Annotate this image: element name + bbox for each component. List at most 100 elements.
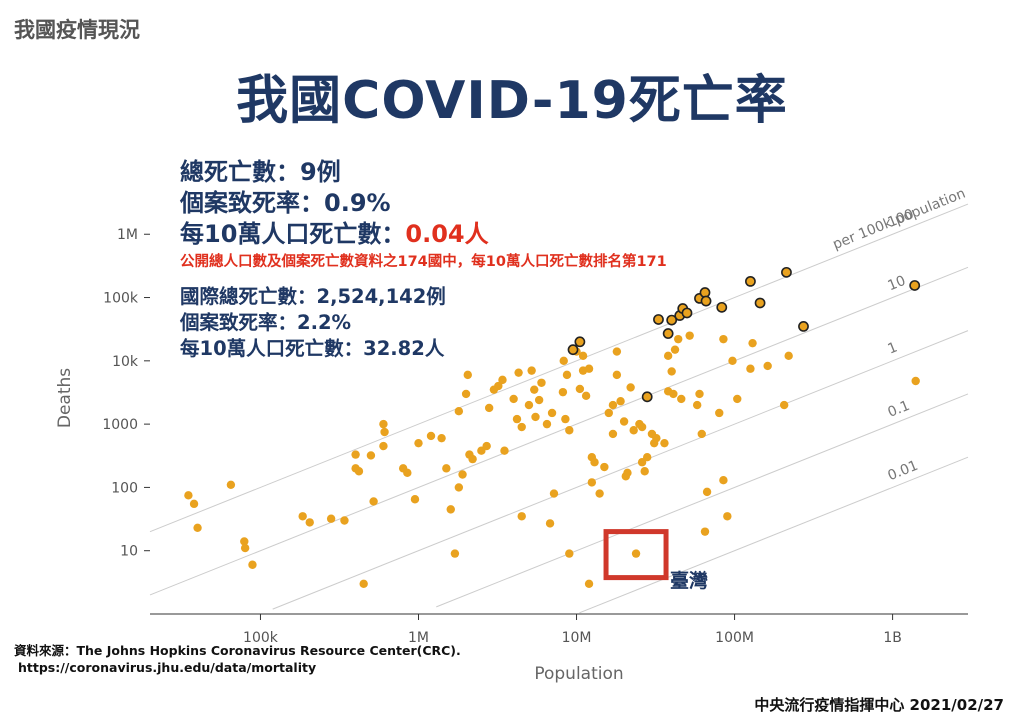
section-label: 我國疫情現況 [14,18,140,42]
country-point [549,489,559,498]
reference-line-label: 0.01 [886,458,921,484]
country-point [697,429,706,439]
page-title: 我國COVID-19死亡率 [236,71,788,131]
x-tick-label: 10M [562,630,592,646]
x-tick-label: 100M [715,630,754,646]
country-point-highlighted [681,307,693,319]
footer-credit: 中央流行疫情指揮中心 2021/02/27 [754,696,1004,714]
country-point [565,426,574,435]
country-point-highlighted [641,391,653,403]
country-point-highlighted [653,314,664,325]
country-point [587,478,597,487]
intl-cfr: 個案致死率：2.2% [180,311,352,334]
country-point [369,497,378,506]
country-point [494,381,503,391]
country-point [442,464,451,473]
country-point [458,470,467,479]
country-point [437,433,446,443]
country-point [366,451,376,460]
country-point [426,431,436,441]
country-point-highlighted [574,336,586,348]
x-tick-label: 100k [243,630,279,646]
country-point [531,412,540,422]
country-point [326,514,336,523]
country-point-highlighted [745,275,756,287]
country-point [685,331,694,340]
country-point [623,468,632,478]
country-point [612,370,622,380]
country-point-highlighted [666,314,678,326]
reference-line [149,266,969,596]
taiwan-total-deaths: 總死亡數：9例 [180,158,341,186]
country-point [340,516,349,525]
country-point [527,366,536,375]
country-point [578,351,588,361]
country-point [454,483,464,492]
data-points [184,266,921,589]
reference-line-sublabel: per 100k population [831,186,968,253]
country-point [517,422,526,432]
taiwan-point [631,549,641,558]
country-point [700,527,710,536]
country-point [584,579,594,589]
y-tick-label: 10k [112,354,139,370]
country-point [733,394,742,404]
country-point [652,433,661,443]
country-point [608,429,618,439]
country-point [763,361,772,371]
country-point [379,441,388,451]
country-point [728,356,737,366]
country-point [517,512,526,521]
country-point [240,537,249,546]
x-tick-label: 1B [883,630,902,646]
country-point [663,351,673,361]
source-url[interactable]: https://coronavirus.jhu.edu/data/mortali… [18,660,317,675]
country-point [784,351,793,361]
country-point [379,419,388,429]
country-point [512,414,522,424]
country-point [482,441,491,451]
country-point [575,384,585,394]
country-point [558,387,568,397]
country-point-highlighted [909,280,921,291]
chart-axes: 100k 1M 10M 100M 1B 10 100 1000 10k 100k 1M Populat… [55,227,968,684]
country-point [581,391,591,401]
country-point [542,419,552,429]
country-point [461,389,471,399]
y-axis-label: Deaths [55,368,75,428]
country-point [640,467,649,476]
country-point [184,491,193,500]
country-point [670,345,680,354]
country-point [642,453,652,462]
country-point [692,400,702,410]
country-point [547,408,557,418]
country-point-highlighted [700,295,712,307]
rank-note: 公開總人口數及個案死亡數資料之174國中，每10萬人口死亡數排名第171 [180,254,667,270]
country-point-highlighted [699,287,711,298]
country-point [514,368,523,377]
country-point [354,467,364,476]
taiwan-box [603,529,669,581]
taiwan-per100k-label: 每10萬人口死亡數： [180,220,406,248]
reference-line-label: 0.1 [886,398,913,421]
country-point [911,376,920,386]
country-point [414,438,423,448]
country-point [715,408,724,418]
country-point [677,394,686,404]
intl-per100k: 每10萬人口死亡數：32.82人 [180,337,445,360]
country-point-highlighted [567,344,579,356]
y-tick-label: 1M [117,227,138,243]
taiwan-cfr: 個案致死率：0.9% [180,189,391,217]
country-point [660,438,669,448]
country-point [193,523,202,533]
country-point [626,383,635,392]
taiwan-highlight [603,529,669,581]
country-point [629,426,638,435]
taiwan-per100k: 每10萬人口死亡數：0.04人 [180,219,489,250]
x-axis-label: Population [534,664,623,684]
country-point [484,403,494,413]
country-point [403,468,412,478]
country-point [584,364,594,373]
intl-stats: 國際總死亡數：2,524,142例 個案致死率：2.2% 每10萬人口死亡數：3… [180,284,446,362]
country-point [410,495,420,504]
